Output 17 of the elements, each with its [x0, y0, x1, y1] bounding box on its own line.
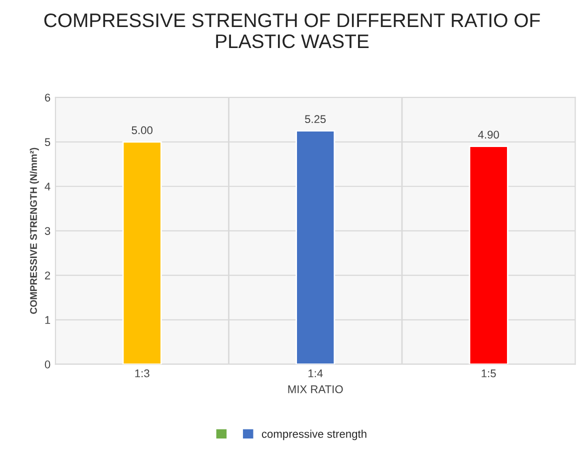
- y-tick-label: 2: [45, 272, 50, 280]
- y-tick-label: 1: [45, 316, 50, 324]
- y-axis-title: COMPRESSIVE STRENGTH (N/mm²): [30, 148, 39, 314]
- data-label: 5.00: [132, 126, 152, 134]
- x-tick-label: 1:4: [308, 370, 323, 378]
- y-tick-label: 4: [44, 182, 50, 190]
- chart-title: COMPRESSIVE STRENGTH OF DIFFERENT RATIO OF PLASTIC WASTE: [44, 13, 540, 48]
- y-tick-label: 5: [44, 138, 50, 146]
- data-label: 5.25: [304, 115, 326, 124]
- x-tick-label: 1:3: [135, 369, 150, 378]
- data-label: 4.90: [478, 130, 499, 139]
- y-tick-label: 3: [44, 227, 50, 235]
- x-tick-label: 1:5: [482, 370, 496, 378]
- y-tick-label: 6: [45, 94, 50, 102]
- y-tick-label: 0: [44, 360, 50, 368]
- x-axis-title: MIX RATIO: [288, 385, 343, 394]
- legend-label: compressive strength: [262, 430, 366, 440]
